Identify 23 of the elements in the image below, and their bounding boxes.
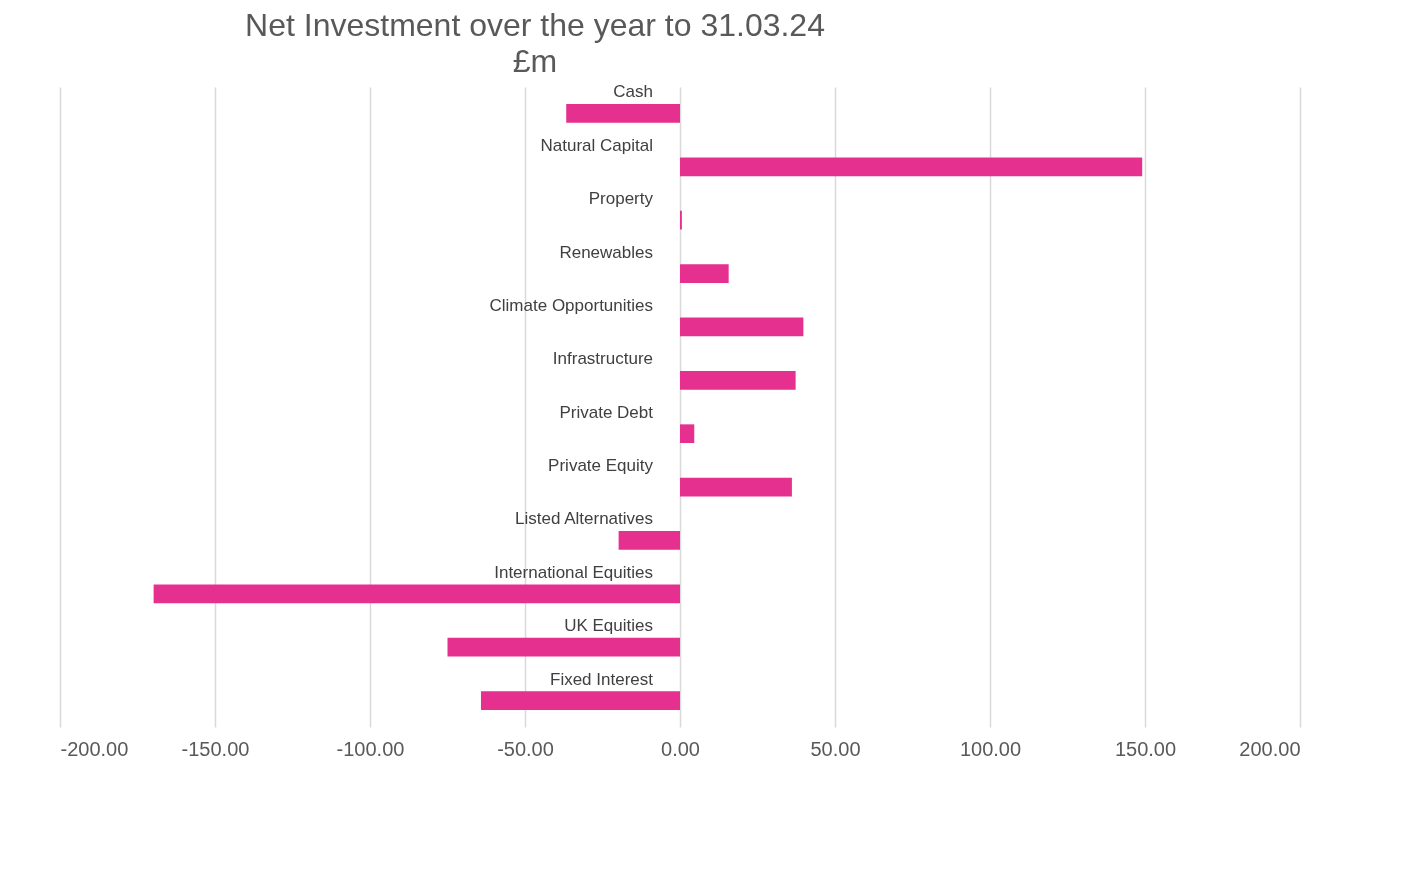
x-tick-label: -150.00 [181,737,250,760]
y-tick-label: Cash [613,82,653,102]
y-tick-label: International Equities [494,562,653,582]
y-tick-label: Fixed Interest [550,669,654,689]
y-tick-label: Infrastructure [552,349,653,369]
y-tick-label: Private Equity [548,456,654,476]
x-tick-label: 150.00 [1114,737,1177,760]
x-tick-label: 50.00 [810,737,861,760]
chart-title: Net Investment over the year to 31.03.24 [245,7,825,44]
y-tick-label: Property [588,189,654,209]
y-tick-label: UK Equities [564,616,653,636]
x-tick-label: -100.00 [336,737,405,760]
x-tick-label: 100.00 [959,737,1022,760]
y-tick-label: Private Debt [559,402,654,422]
x-tick-label: -200.00 [60,737,129,760]
x-tick-label: 200.00 [1239,737,1301,760]
y-tick-label: Climate Opportunities [489,295,653,315]
chart-subtitle: £m [512,43,558,80]
y-tick-label: Natural Capital [540,135,653,155]
y-tick-label: Renewables [559,242,653,262]
y-tick-label: Listed Alternatives [515,509,653,529]
x-tick-label: -50.00 [497,737,554,760]
x-tick-label: 0.00 [661,737,700,760]
